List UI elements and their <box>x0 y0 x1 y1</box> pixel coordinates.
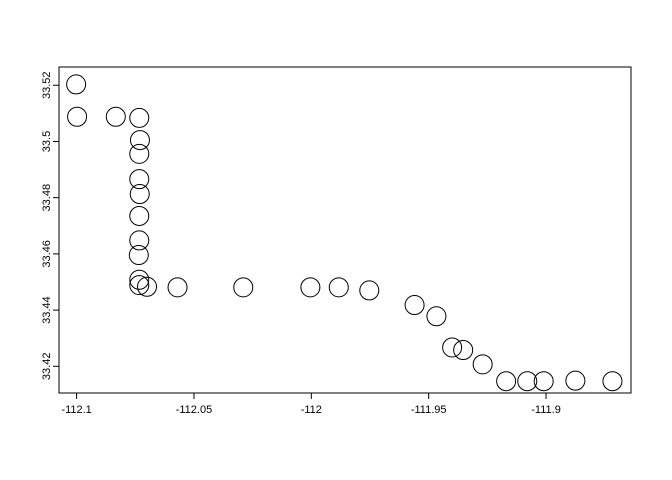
x-tick-label: -112.05 <box>176 404 213 416</box>
data-point <box>328 277 349 298</box>
data-point <box>565 370 586 391</box>
data-point <box>602 371 623 392</box>
data-point <box>453 340 474 361</box>
data-point <box>472 354 493 375</box>
y-tick-label: 33.42 <box>41 353 53 381</box>
data-point <box>129 230 150 251</box>
data-point <box>129 130 150 151</box>
data-point <box>129 275 150 296</box>
data-point <box>533 371 554 392</box>
data-point <box>233 277 254 298</box>
data-point <box>359 280 380 301</box>
data-point <box>496 371 517 392</box>
y-tick-label: 33.48 <box>41 184 53 212</box>
data-point <box>137 276 158 297</box>
x-tick-label: -112.1 <box>61 404 91 416</box>
data-point <box>426 306 447 327</box>
y-tick-label: 33.52 <box>41 72 53 100</box>
data-point <box>129 107 150 128</box>
data-point <box>167 277 188 298</box>
x-tick-label: -112 <box>301 404 322 416</box>
y-tick-label: 33.5 <box>41 131 53 152</box>
data-point <box>129 205 150 226</box>
y-axis: 33.42 33.44 33.46 33.48 33.5 33.52 <box>41 72 60 381</box>
data-point <box>67 106 88 127</box>
x-tick-label: -111.9 <box>531 404 561 416</box>
data-point <box>129 143 150 164</box>
data-point <box>129 269 150 290</box>
data-point <box>129 169 150 190</box>
data-point <box>300 277 321 298</box>
y-tick-label: 33.44 <box>41 296 53 324</box>
data-point <box>66 74 87 95</box>
y-tick-label: 33.46 <box>41 240 53 268</box>
data-point <box>105 106 126 127</box>
x-tick-label: -111.95 <box>411 404 447 416</box>
data-point <box>129 184 150 205</box>
plot-frame <box>58 66 632 394</box>
data-point <box>404 295 425 316</box>
x-axis: -112.1 -112.05 -112 -111.95 -111.9 <box>61 392 561 416</box>
data-point <box>442 337 463 358</box>
data-point <box>128 245 149 266</box>
data-points <box>66 74 623 392</box>
data-point <box>517 371 538 392</box>
